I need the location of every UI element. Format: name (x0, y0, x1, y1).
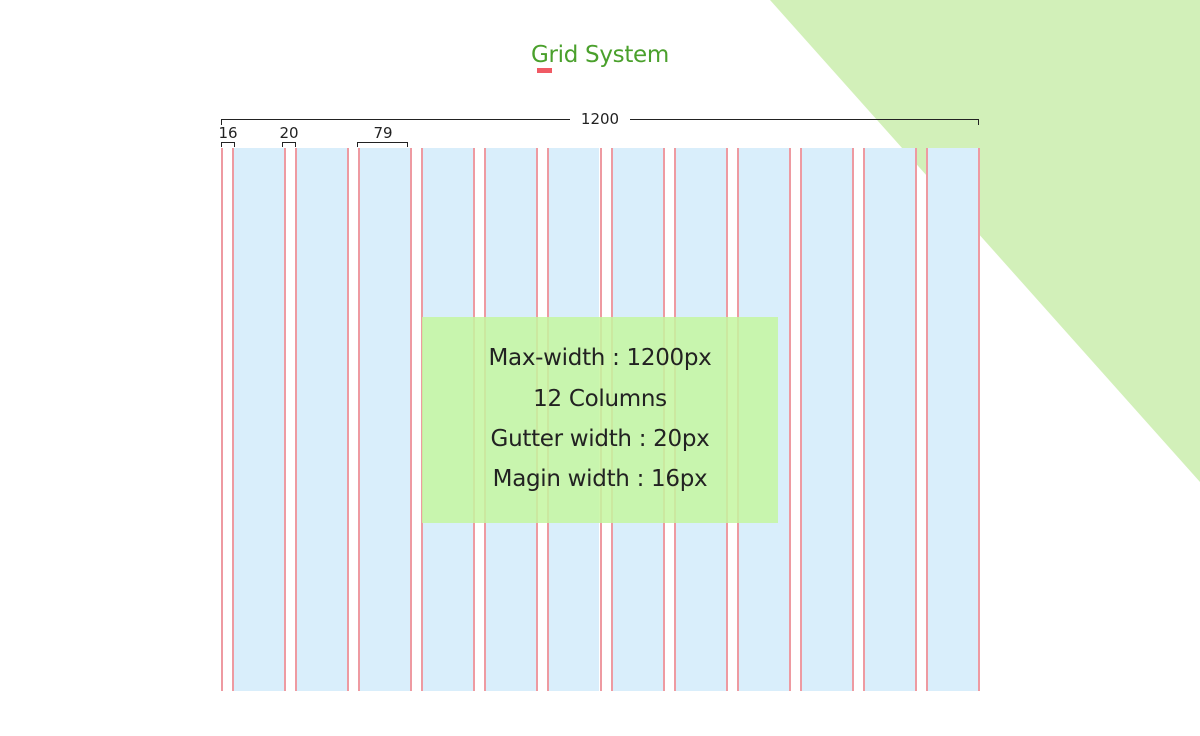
grid-line (358, 148, 360, 691)
grid-line (221, 148, 223, 691)
gutter-bracket (282, 142, 296, 147)
total-width-line-right (630, 119, 979, 120)
grid-line (410, 148, 412, 691)
grid-line (295, 148, 297, 691)
grid-line (978, 148, 980, 691)
grid-line (852, 148, 854, 691)
column-width-label: 79 (373, 124, 393, 142)
grid-column (232, 148, 285, 691)
grid-column (925, 148, 978, 691)
grid-line (284, 148, 286, 691)
info-margin-width: Magin width : 16px (492, 466, 708, 492)
title-accent-underline (537, 68, 552, 73)
margin-width-label: 16 (218, 124, 238, 142)
column-bracket (357, 142, 408, 147)
info-max-width: Max-width : 1200px (488, 345, 712, 371)
total-width-line-left (221, 119, 570, 120)
grid-line (863, 148, 865, 691)
grid-line (789, 148, 791, 691)
grid-line (232, 148, 234, 691)
grid-line (915, 148, 917, 691)
grid-column (862, 148, 915, 691)
grid-line (926, 148, 928, 691)
grid-column (358, 148, 411, 691)
info-gutter-width: Gutter width : 20px (490, 426, 710, 452)
page-title: Grid System (530, 42, 670, 68)
margin-bracket (221, 142, 235, 147)
total-width-label: 1200 (580, 110, 620, 128)
total-width-tick-right (978, 119, 979, 125)
grid-line (800, 148, 802, 691)
grid-info-box (422, 317, 778, 523)
gutter-width-label: 20 (279, 124, 299, 142)
grid-line (347, 148, 349, 691)
grid-column (799, 148, 852, 691)
total-width-tick-left (221, 119, 222, 125)
grid-column (295, 148, 348, 691)
info-columns: 12 Columns (533, 386, 667, 412)
